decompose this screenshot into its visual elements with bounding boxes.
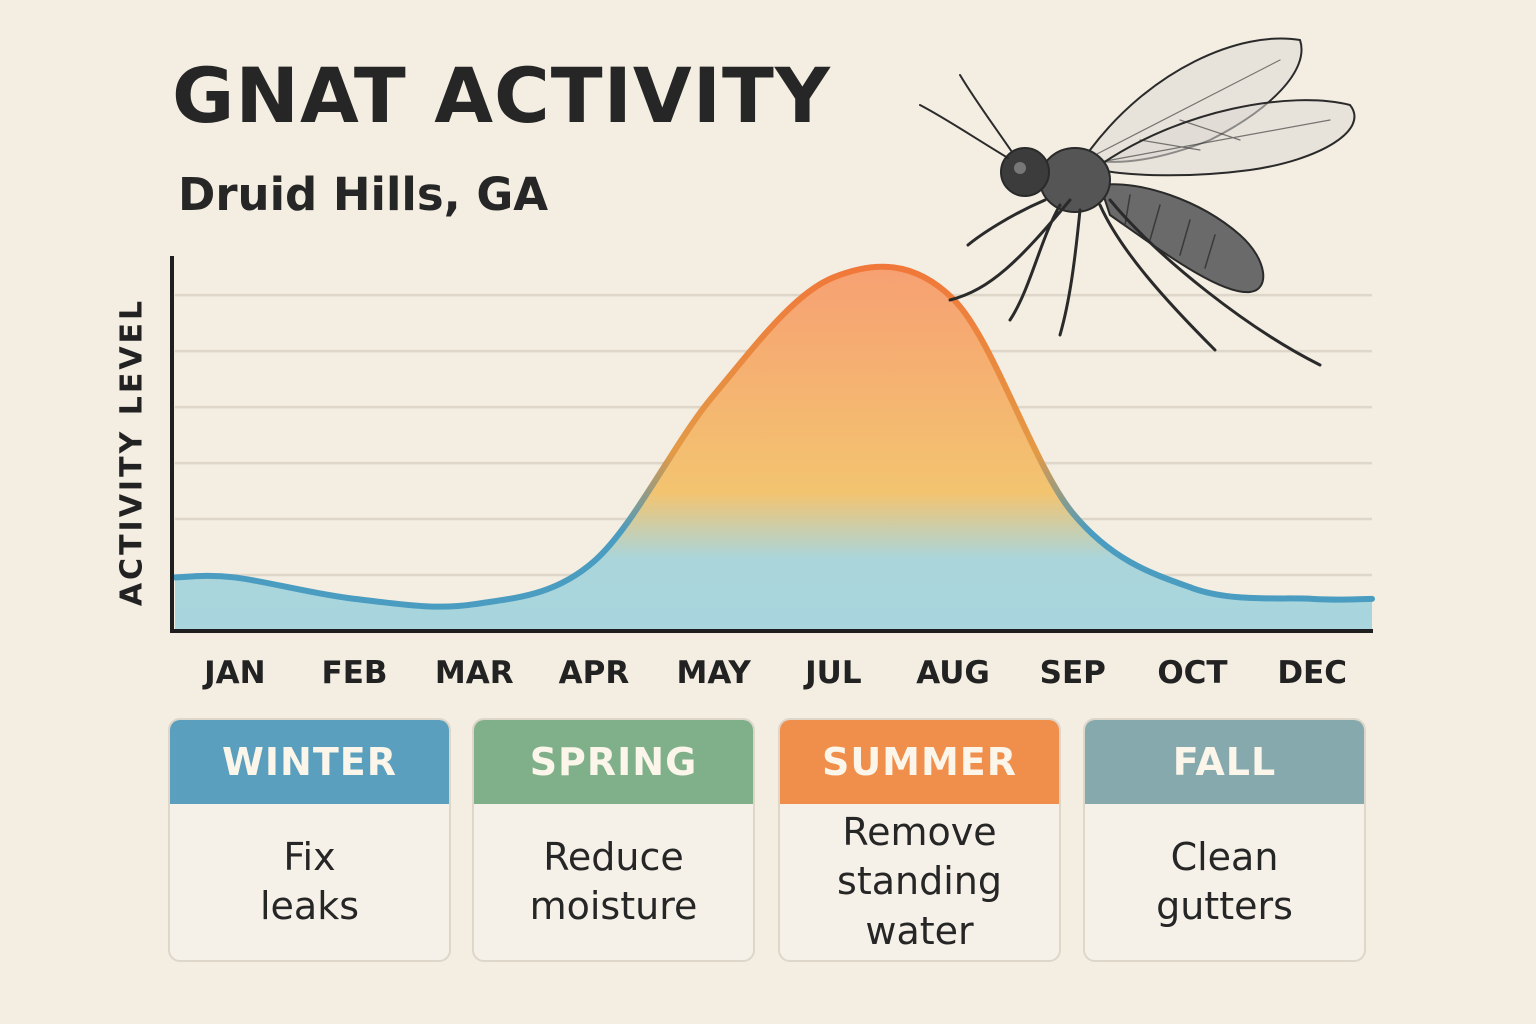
- season-tip-text: Fix leaks: [259, 834, 360, 928]
- season-tip-text: Clean gutters: [1156, 834, 1293, 928]
- activity-area: [175, 266, 1372, 631]
- y-axis-label: ACTIVITY LEVEL: [114, 297, 150, 607]
- x-tick-mar: MAR: [435, 655, 514, 691]
- activity-line: [172, 263, 1375, 610]
- season-tip-text: Reduce moisture: [529, 834, 698, 928]
- x-tick-aug: AUG: [916, 655, 990, 691]
- x-tick-oct: OCT: [1157, 655, 1227, 691]
- season-name: SPRING: [474, 720, 753, 804]
- chart-title: GNAT ACTIVITY: [172, 51, 831, 140]
- x-tick-sep: SEP: [1040, 655, 1106, 691]
- x-tick-jul: JUL: [803, 655, 861, 691]
- season-tip: Reduce moisture: [474, 804, 753, 960]
- chart-subtitle: Druid Hills, GA: [178, 168, 549, 221]
- x-tick-apr: APR: [559, 655, 630, 691]
- season-card-spring: SPRING Reduce moisture: [472, 718, 755, 962]
- season-tip: Remove standing water: [780, 804, 1059, 960]
- season-card-summer: SUMMER Remove standing water: [778, 718, 1061, 962]
- season-tip: Clean gutters: [1085, 804, 1364, 960]
- x-tick-feb: FEB: [322, 655, 388, 691]
- x-tick-may: MAY: [676, 655, 751, 691]
- season-card-winter: WINTER Fix leaks: [168, 718, 451, 962]
- season-card-fall: FALL Clean gutters: [1083, 718, 1366, 962]
- season-tip: Fix leaks: [170, 804, 449, 960]
- gnat-icon: [919, 37, 1356, 367]
- season-name: FALL: [1085, 720, 1364, 804]
- x-tick-jan: JAN: [202, 655, 265, 691]
- x-tick-labels: JAN FEB MAR APR MAY JUL AUG SEP OCT DEC: [202, 655, 1347, 691]
- x-tick-dec: DEC: [1277, 655, 1347, 691]
- season-name: WINTER: [170, 720, 449, 804]
- season-name: SUMMER: [780, 720, 1059, 804]
- season-tip-text: Remove standing water: [837, 809, 1002, 953]
